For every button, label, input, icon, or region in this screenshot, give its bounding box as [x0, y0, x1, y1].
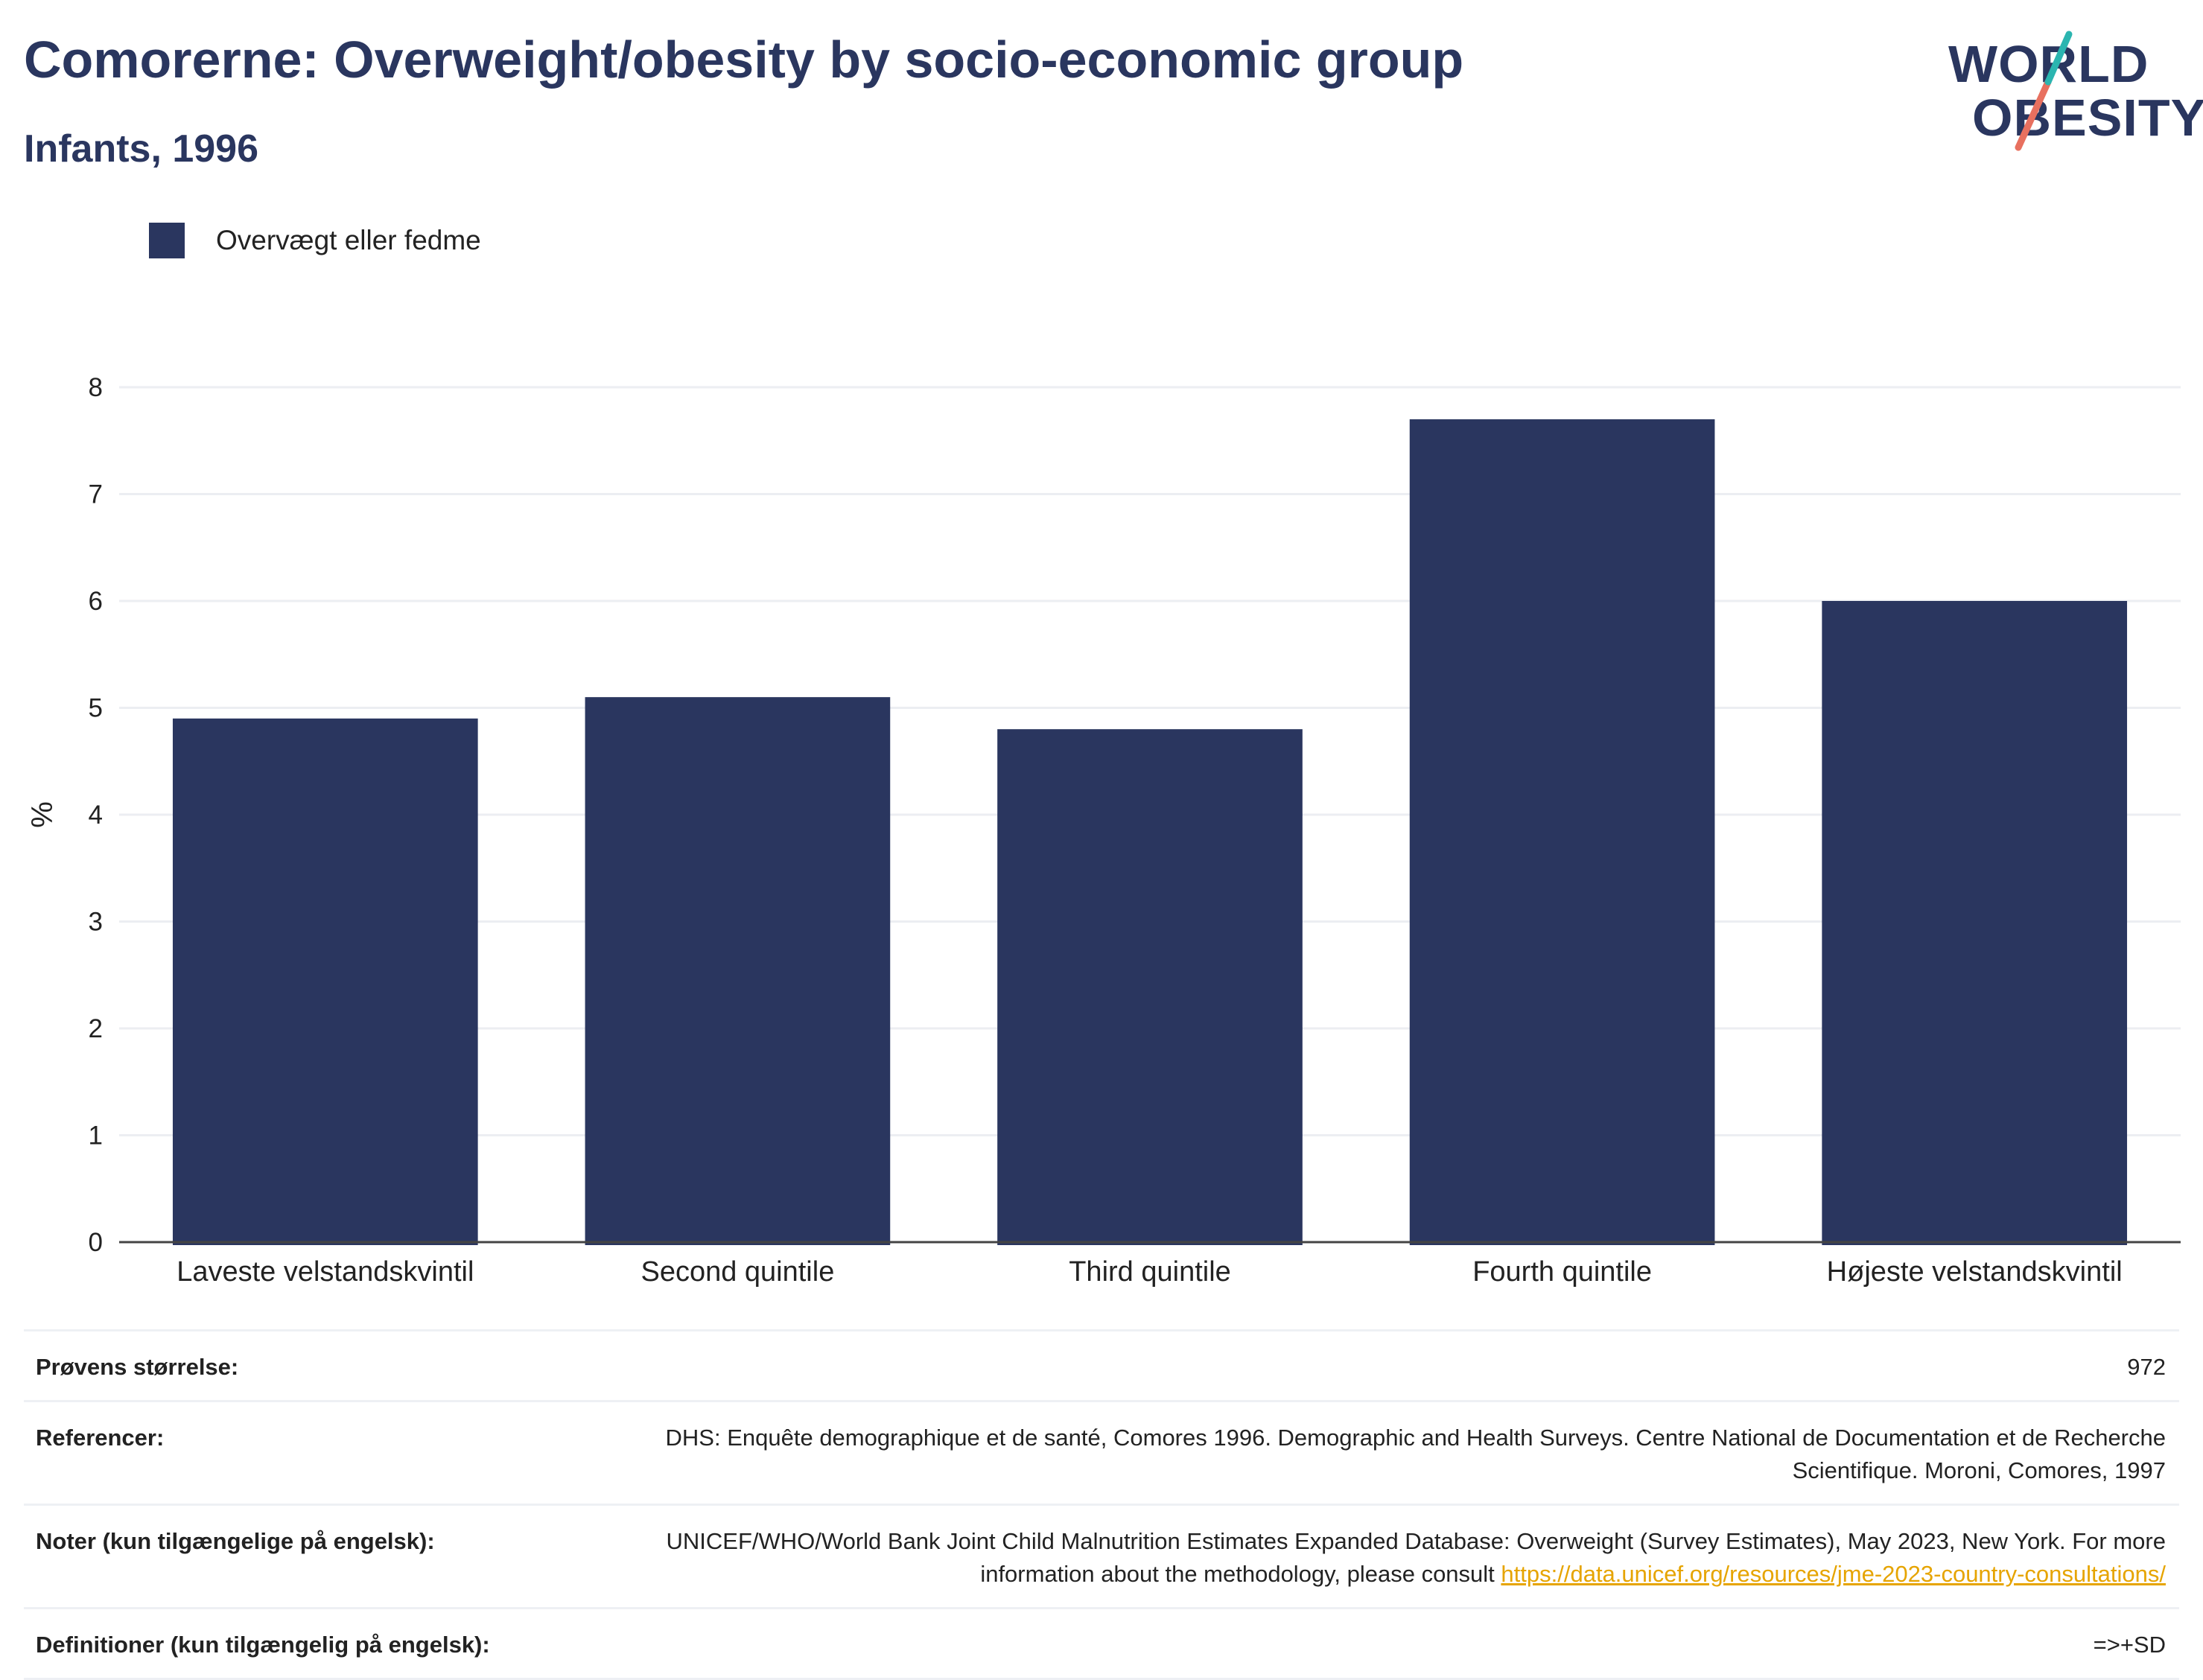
footer-table: Prøvens størrelse: 972 Referencer: DHS: … — [24, 1329, 2179, 1680]
definitions-label: Definitioner (kun tilgængelig på engelsk… — [36, 1632, 490, 1658]
bar-4 — [1409, 419, 1715, 1245]
bar-chart: 0 1 2 3 4 5 6 7 8% Laveste velstandskvintil Second… — [26, 373, 2181, 1288]
bar-5 — [1822, 601, 2128, 1245]
footer-row-notes: Noter (kun tilgængelige på engelsk): UNI… — [24, 1504, 2179, 1607]
notes-label: Noter (kun tilgængelige på engelsk): — [36, 1528, 435, 1554]
bar-2 — [585, 697, 891, 1245]
y-tick-label: 8 — [89, 373, 103, 402]
footer-row-definitions: Definitioner (kun tilgængelig på engelsk… — [24, 1607, 2179, 1680]
legend: Overvægt eller fedme — [149, 222, 481, 259]
footer-row-sample: Prøvens størrelse: 972 — [24, 1329, 2179, 1400]
x-tick-label: Fourth quintile — [1472, 1256, 1652, 1288]
logo-line2: OBESITY — [1972, 89, 2203, 147]
x-tick-label: Højeste velstandskvintil — [1827, 1256, 2123, 1288]
x-tick-label: Third quintile — [1069, 1256, 1231, 1288]
x-tick-label: Second quintile — [640, 1256, 834, 1288]
y-tick-label: 2 — [89, 1014, 103, 1043]
notes-text: UNICEF/WHO/World Bank Joint Child Malnut… — [666, 1528, 2166, 1587]
footer-row-references: Referencer: DHS: Enquête demographique e… — [24, 1400, 2179, 1504]
bar-1 — [172, 718, 478, 1245]
y-tick-label: 4 — [89, 801, 103, 830]
y-tick-label: 1 — [89, 1121, 103, 1151]
chart-subtitle: Infants, 1996 — [24, 127, 259, 171]
legend-swatch — [149, 223, 185, 258]
y-tick-label: 6 — [89, 587, 103, 616]
world-obesity-logo[interactable]: WORLD OBESITY — [1936, 30, 2203, 156]
references-label: Referencer: — [36, 1425, 165, 1451]
logo-slash-icon — [2015, 31, 2073, 151]
y-tick-label: 3 — [89, 908, 103, 937]
y-tick-label: 7 — [89, 480, 103, 509]
notes-value: UNICEF/WHO/World Bank Joint Child Malnut… — [565, 1525, 2166, 1591]
x-tick-label: Laveste velstandskvintil — [177, 1256, 474, 1288]
bar-3 — [997, 729, 1303, 1245]
y-tick-label: 5 — [89, 694, 103, 723]
sample-size-label: Prøvens størrelse: — [36, 1354, 239, 1380]
references-value: DHS: Enquête demographique et de santé, … — [665, 1425, 2166, 1483]
legend-label: Overvægt eller fedme — [216, 225, 481, 255]
definitions-value: =>+SD — [2093, 1632, 2166, 1658]
y-tick-label: 0 — [89, 1228, 103, 1257]
chart-title: Comorerne: Overweight/obesity by socio-e… — [24, 31, 1464, 89]
y-axis-label: % — [26, 801, 59, 828]
sample-size-value: 972 — [2127, 1354, 2166, 1380]
notes-link[interactable]: https://data.unicef.org/resources/jme-20… — [1501, 1561, 2166, 1587]
